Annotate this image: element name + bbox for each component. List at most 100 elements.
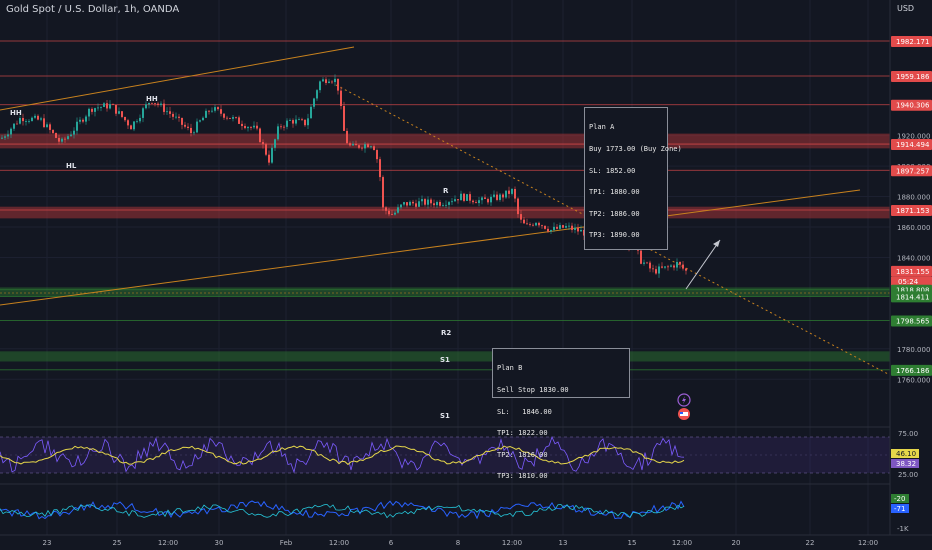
candle-body — [484, 197, 486, 199]
time-tick-label: 13 — [559, 539, 568, 547]
candle-body — [16, 123, 18, 125]
candle-body — [106, 103, 108, 109]
candle-body — [373, 146, 375, 151]
candle-body — [550, 229, 552, 232]
candle-body — [421, 199, 423, 202]
candle-body — [235, 117, 237, 118]
candle-body — [349, 143, 351, 146]
candle-body — [664, 266, 666, 268]
time-tick-label: 23 — [43, 539, 52, 547]
candle-body — [154, 103, 156, 104]
candle-body — [253, 125, 255, 128]
time-tick-label: 25 — [113, 539, 122, 547]
candle-body — [151, 102, 153, 104]
time-tick-label: 20 — [732, 539, 741, 547]
candle-body — [265, 144, 267, 155]
candle-body — [214, 107, 216, 111]
candle-body — [445, 204, 447, 206]
time-tick-label: 22 — [806, 539, 815, 547]
candle-body — [505, 190, 507, 198]
countdown-label: 05:24 — [898, 278, 919, 286]
candle-body — [547, 228, 549, 232]
candle-body — [262, 142, 264, 145]
candle-body — [112, 104, 114, 105]
candle-body — [343, 106, 345, 131]
swing-label: R — [443, 187, 449, 195]
price-badge-label: 1814.411 — [896, 293, 929, 301]
candle-body — [313, 98, 315, 107]
candle-body — [187, 126, 189, 128]
candle-body — [232, 117, 234, 119]
grid — [0, 0, 890, 535]
candle-body — [295, 119, 297, 124]
candle-body — [286, 120, 288, 127]
candle-body — [658, 266, 660, 274]
plan-b-note: Plan B Sell Stop 1830.00 SL: 1846.00 TP1… — [492, 348, 630, 480]
plan-b-line: Plan B — [497, 364, 523, 373]
candle-body — [655, 269, 657, 274]
candle-body — [130, 125, 132, 130]
price-badge-label: 1959.186 — [896, 73, 930, 81]
candle-body — [514, 188, 516, 199]
candle-body — [121, 111, 123, 117]
rsi-tick-label: 25.00 — [898, 471, 918, 479]
arrow-head — [713, 240, 720, 247]
candle-body — [508, 190, 510, 194]
candle-body — [340, 90, 342, 107]
candle-body — [157, 103, 159, 105]
candle-body — [574, 227, 576, 230]
candle-body — [208, 110, 210, 112]
price-tick-label: 1920.000 — [897, 133, 930, 141]
candle-body — [298, 119, 300, 121]
candle-body — [352, 143, 354, 146]
time-tick-label: 12:00 — [502, 539, 522, 547]
candle-body — [385, 207, 387, 211]
candle-body — [115, 104, 117, 114]
time-tick-label: 6 — [389, 539, 394, 547]
indicator-axis-ticks: 75.00 25.00 46.10 38.32 -20 -71 -1K — [891, 430, 919, 533]
candle-body — [676, 261, 678, 268]
candle-body — [211, 110, 213, 112]
candle-body — [307, 118, 309, 126]
candle-body — [319, 81, 321, 91]
candle-body — [379, 159, 381, 178]
price-tick-label: 1760.000 — [897, 376, 930, 384]
osc-badge-b — [891, 504, 909, 513]
candle-body — [577, 227, 579, 232]
candle-body — [463, 193, 465, 201]
candle-body — [88, 108, 90, 117]
currency-label: USD — [897, 4, 915, 13]
candle-body — [76, 121, 78, 131]
time-tick-label: 12:00 — [672, 539, 692, 547]
candle-body — [325, 79, 327, 83]
candle-body — [199, 120, 201, 122]
candle-body — [43, 118, 45, 128]
candle-body — [139, 117, 141, 122]
projection-arrow — [685, 239, 721, 290]
time-tick-label: 12:00 — [329, 539, 349, 547]
candle-body — [196, 121, 198, 133]
time-axis-ticks: 23 25 12:00 30 Feb 12:00 6 8 12:00 13 15 12:00 20 22 1… — [43, 539, 879, 547]
rsi-value-purple: 38.32 — [896, 460, 916, 468]
time-tick-label: 8 — [456, 539, 460, 547]
candle-body — [529, 224, 531, 226]
osc-tick-label: -1K — [897, 525, 909, 533]
candle-body — [499, 194, 501, 200]
candle-body — [142, 108, 144, 118]
candle-body — [544, 225, 546, 229]
candles — [1, 74, 687, 278]
candle-body — [322, 79, 324, 82]
candle-body — [220, 109, 222, 114]
swing-label: HH — [146, 95, 158, 103]
countdown-badge — [891, 276, 932, 286]
candle-body — [532, 224, 534, 226]
price-badge — [891, 36, 932, 47]
candle-body — [310, 106, 312, 119]
price-tick-label: 1840.000 — [897, 254, 930, 262]
price-badge-label: 1766.186 — [896, 367, 930, 375]
candle-body — [292, 120, 294, 124]
candle-body — [460, 193, 462, 201]
plan-a-line: TP3: 1890.00 — [589, 231, 640, 240]
candle-body — [70, 134, 72, 137]
